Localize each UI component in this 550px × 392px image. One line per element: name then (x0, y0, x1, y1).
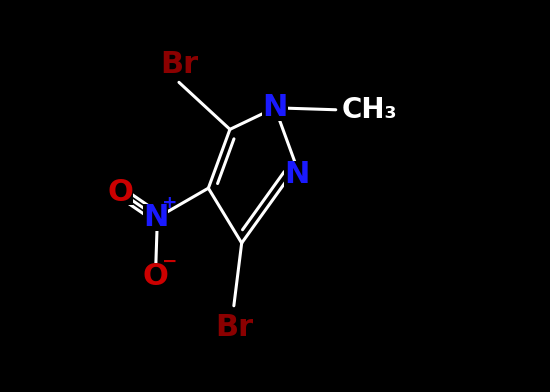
Text: −: − (162, 252, 177, 270)
Text: Br: Br (215, 313, 253, 342)
FancyBboxPatch shape (216, 314, 251, 341)
Text: O: O (142, 262, 168, 291)
Text: CH₃: CH₃ (341, 96, 397, 124)
Text: N: N (143, 203, 168, 232)
FancyBboxPatch shape (161, 51, 196, 78)
FancyBboxPatch shape (351, 96, 387, 123)
FancyBboxPatch shape (107, 179, 133, 205)
FancyBboxPatch shape (142, 263, 168, 290)
FancyBboxPatch shape (142, 204, 168, 231)
FancyBboxPatch shape (284, 161, 309, 188)
FancyBboxPatch shape (262, 94, 288, 121)
Text: N: N (284, 160, 309, 189)
Text: O: O (107, 178, 133, 207)
Text: Br: Br (160, 50, 198, 79)
Text: N: N (262, 93, 288, 122)
Text: +: + (162, 194, 177, 212)
